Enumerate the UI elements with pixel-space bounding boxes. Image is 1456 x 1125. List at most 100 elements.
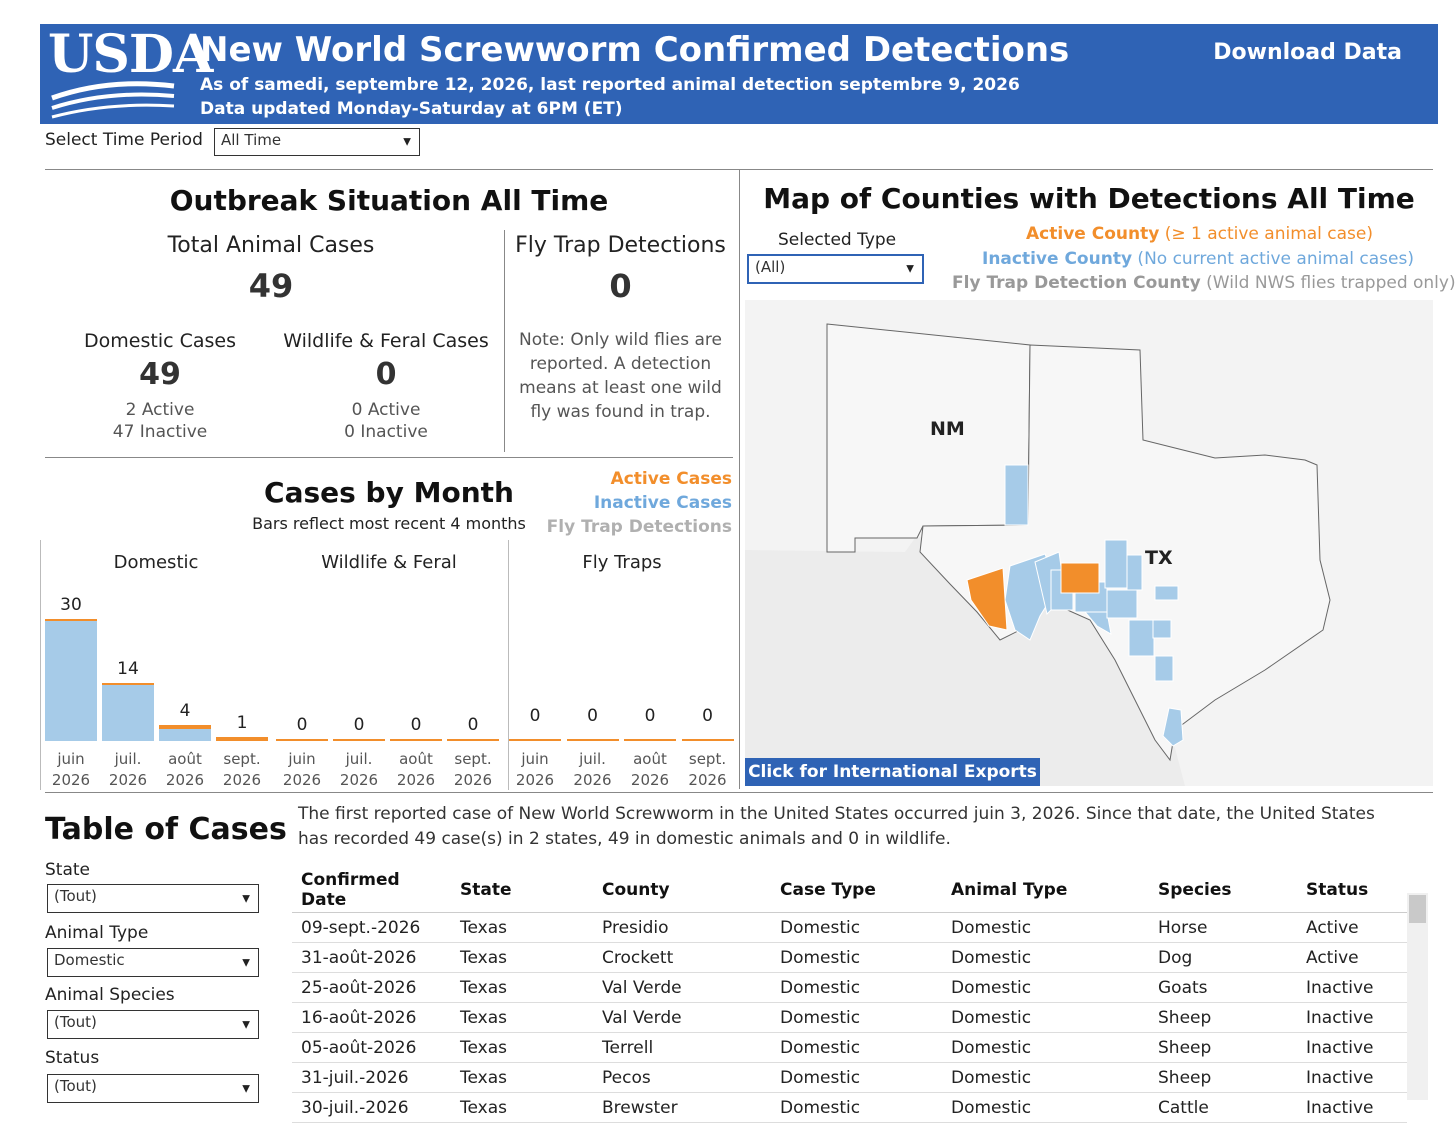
table-row[interactable]: 31-juil.-2026 Texas Pecos Domestic Domestic S…	[292, 1062, 1407, 1093]
column-header[interactable]: Status	[1297, 868, 1407, 913]
table-cell: Inactive	[1297, 1092, 1407, 1123]
table-cell: Horse	[1149, 912, 1297, 943]
bar-active-segment	[276, 739, 328, 741]
filter-label-status: Status	[45, 1048, 100, 1068]
chart-panel-title: Domestic	[113, 552, 199, 573]
flytrap-note-line: means at least one wild	[519, 378, 722, 398]
table-cell: 09-sept.-2026	[292, 912, 451, 943]
x-tick-label: 2026	[339, 771, 379, 789]
column-header[interactable]: Case Type	[771, 868, 942, 913]
table-cell: Pecos	[593, 1062, 771, 1093]
map-title: Map of Counties with Detections All Time	[763, 182, 1415, 215]
filter-animal-type-select[interactable]: Domestic ▼	[47, 948, 259, 977]
map-legend-inactive-name: Inactive County	[982, 249, 1133, 269]
table-cell: Texas	[451, 1002, 593, 1033]
bar-active-segment	[566, 739, 619, 741]
table-row[interactable]: 31-août-2026 Texas Crockett Domestic Domesti…	[292, 942, 1407, 973]
domestic-inactive: 47 Inactive	[112, 422, 208, 442]
filter-animal-type-value: Domestic	[54, 951, 125, 969]
table-row[interactable]: 16-août-2026 Texas Val Verde Domestic Domest…	[292, 1002, 1407, 1033]
table-cell: Texas	[451, 1062, 593, 1093]
table-cell: Domestic	[771, 912, 942, 943]
flytrap-note: Note: Only wild flies are reported. A de…	[508, 328, 733, 424]
total-cases-value: 49	[248, 267, 294, 305]
county-map-svg: NM TX	[745, 323, 1331, 786]
wildlife-active: 0 Active	[351, 400, 421, 420]
table-row[interactable]: 30-juil.-2026 Texas Brewster Domestic Domest…	[292, 1092, 1407, 1123]
column-header[interactable]: Animal Type	[942, 868, 1149, 913]
bar-value-label: 0	[467, 715, 479, 735]
filter-label-species: Animal Species	[45, 985, 175, 1005]
filter-label-animal-type: Animal Type	[45, 923, 149, 943]
map-legend-flytrap-name: Fly Trap Detection County	[952, 273, 1201, 293]
download-data-button[interactable]: Download Data	[1213, 40, 1402, 65]
inactive-county	[1162, 707, 1184, 747]
x-tick-label: juin	[57, 750, 85, 768]
table-row[interactable]: 25-août-2026 Texas Val Verde Domestic Domest…	[292, 972, 1407, 1003]
bar-active-segment	[159, 725, 211, 729]
bar-value-label: 0	[644, 706, 656, 726]
inactive-county	[1128, 619, 1155, 657]
table-cell: Presidio	[593, 912, 771, 943]
column-header[interactable]: Species	[1149, 868, 1297, 913]
x-tick-label: juil.	[579, 750, 606, 768]
inactive-county	[1126, 554, 1143, 591]
filter-status-select[interactable]: (Tout) ▼	[47, 1074, 259, 1103]
table-row[interactable]: 05-août-2026 Texas Terrell Domestic Domestic…	[292, 1032, 1407, 1063]
map-legend-inactive-desc: (No current active animal cases)	[1132, 249, 1414, 269]
inactive-county	[1154, 585, 1179, 601]
table-header-row: Confirmed Date State County Case Type An…	[292, 868, 1407, 913]
table-cell: Inactive	[1297, 1032, 1407, 1063]
column-header[interactable]: Confirmed Date	[292, 868, 451, 913]
inactive-county	[1004, 464, 1029, 526]
table-row[interactable]: 09-sept.-2026 Texas Presidio Domestic Domest…	[292, 912, 1407, 943]
flytrap-value: 0	[609, 267, 632, 305]
table-cell: Domestic	[771, 972, 942, 1003]
bar-active-segment	[102, 683, 154, 685]
legend-inactive-cases: Inactive Cases	[593, 493, 732, 513]
table-cell: Sheep	[1149, 1002, 1297, 1033]
table-cell: Active	[1297, 942, 1407, 973]
active-county-crockett	[1060, 562, 1100, 594]
state-label-tx: TX	[1145, 547, 1173, 569]
table-cell: Cattle	[1149, 1092, 1297, 1123]
table-cell: Texas	[451, 942, 593, 973]
table-cell: Texas	[451, 1092, 593, 1123]
selected-type-select[interactable]: (All) ▼	[747, 254, 924, 284]
table-cell: Domestic	[942, 942, 1149, 973]
table-scrollbar[interactable]	[1407, 893, 1428, 1100]
filter-species-select[interactable]: (Tout) ▼	[47, 1010, 259, 1039]
x-tick-label: sept.	[688, 750, 727, 768]
table-title: Table of Cases	[45, 812, 287, 847]
selected-type-label: Selected Type	[778, 230, 897, 250]
column-header[interactable]: State	[451, 868, 593, 913]
x-tick-label: 2026	[108, 771, 148, 789]
table-scrollbar-thumb[interactable]	[1409, 895, 1426, 923]
flytrap-label: Fly Trap Detections	[515, 233, 726, 258]
table-cell: 16-août-2026	[292, 1002, 451, 1033]
x-tick-label: 2026	[51, 771, 91, 789]
x-tick-label: sept.	[223, 750, 261, 768]
table-cell: 05-août-2026	[292, 1032, 451, 1063]
time-period-select[interactable]: All Time ▼	[214, 128, 420, 156]
county-map[interactable]: NM TX	[745, 300, 1433, 786]
divider	[739, 169, 740, 789]
time-period-label: Select Time Period	[45, 130, 203, 150]
table-cell: Val Verde	[593, 1002, 771, 1033]
table-cell: Texas	[451, 912, 593, 943]
table-cell: Domestic	[771, 1092, 942, 1123]
wildlife-cases-value: 0	[375, 357, 397, 392]
x-tick-label: août	[633, 750, 667, 768]
divider	[504, 230, 505, 452]
column-header[interactable]: County	[593, 868, 771, 913]
table-cell: Domestic	[942, 1032, 1149, 1063]
table-cell: Domestic	[771, 942, 942, 973]
x-tick-label: 2026	[630, 771, 670, 789]
filter-state-select[interactable]: (Tout) ▼	[47, 884, 259, 913]
international-exports-button[interactable]: Click for International Exports	[745, 758, 1040, 786]
table-cell: Domestic	[942, 1002, 1149, 1033]
table-cell: Inactive	[1297, 972, 1407, 1003]
domestic-cases-value: 49	[139, 357, 181, 392]
bar-value-label: 0	[296, 715, 308, 735]
chevron-down-icon: ▼	[242, 957, 250, 968]
